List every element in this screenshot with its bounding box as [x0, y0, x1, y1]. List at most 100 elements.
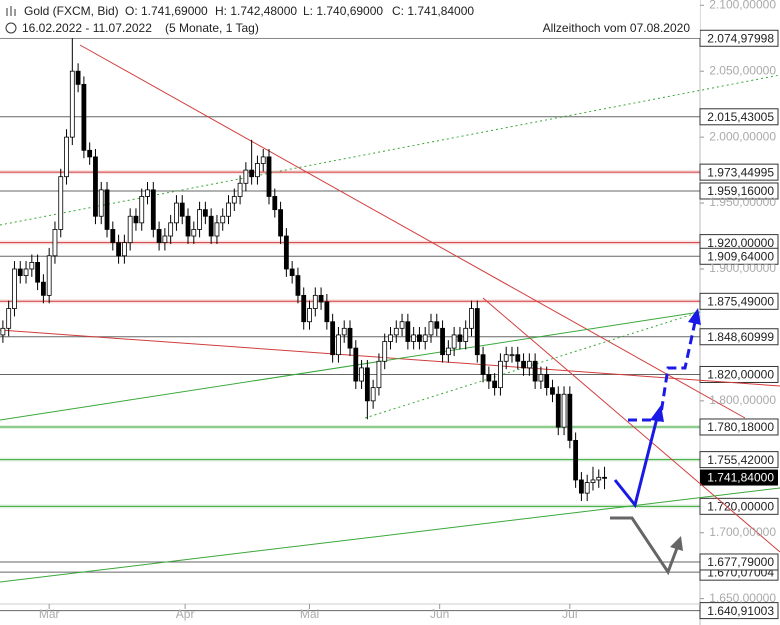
candle-body [573, 440, 579, 481]
arrows [610, 308, 701, 576]
level-box [699, 328, 779, 346]
candle-body [312, 294, 318, 309]
candle-body [283, 235, 289, 270]
level-box [699, 292, 779, 310]
x-tick-label: Jul [562, 607, 577, 621]
candle-body [364, 367, 370, 402]
candle-body [307, 308, 312, 323]
candle-body [318, 294, 324, 303]
candle-body [272, 196, 278, 211]
candle-body [168, 222, 174, 237]
candle-body [509, 354, 515, 357]
candle-body [121, 242, 127, 257]
y-tick-label: 1.800,00000 [709, 393, 776, 407]
trend-line [482, 297, 780, 553]
candle-body [12, 268, 17, 309]
chart-subtitle: 16.02.2022 - 11.07.2022 [22, 21, 152, 35]
level-label: 1.820,00000 [707, 368, 774, 382]
candle-body [69, 70, 75, 138]
levels: 2.074,97998 2.015,43005 1.973,44995 1.959,1… [0, 29, 779, 620]
candle-body [451, 334, 457, 349]
arrow [613, 417, 659, 509]
trend-lines [0, 44, 780, 583]
candle-body [336, 334, 341, 356]
candle-body [133, 215, 139, 224]
period: (5 Monate, 1 Tag) [165, 21, 259, 35]
candle-body [197, 209, 202, 230]
candle-body [405, 321, 411, 342]
level-box [699, 365, 779, 383]
candle-body [162, 235, 168, 244]
candle-body [498, 360, 503, 389]
candle-body [110, 229, 116, 244]
candle-body [58, 176, 64, 230]
candle-body [29, 261, 35, 270]
candle-body [93, 156, 98, 217]
candle-body [174, 202, 179, 224]
trend-line [0, 311, 701, 421]
trend-line [0, 74, 780, 226]
candle-body [567, 393, 573, 441]
candle-body [98, 189, 104, 217]
chart-icon [6, 6, 16, 16]
candle-body [417, 334, 422, 342]
last-price-box [700, 469, 778, 486]
candle-body [550, 387, 555, 395]
candle-body [104, 189, 110, 230]
candle-body [544, 374, 550, 389]
level-label: 1.720,00000 [707, 500, 774, 514]
candle-body [237, 182, 243, 197]
candle-body [376, 360, 382, 389]
candle-body [393, 327, 399, 336]
level-label: 1.909,64000 [707, 249, 774, 263]
candle-body [492, 380, 498, 389]
candle-body [156, 229, 162, 244]
candle-body [422, 334, 428, 342]
candle-body [17, 268, 23, 276]
trend-line [79, 44, 746, 419]
level-box [699, 108, 779, 126]
ohlc-high: H: 1.742,48000 [215, 4, 297, 18]
arrow [610, 516, 679, 576]
arrow-head [688, 308, 701, 325]
trend-line [0, 329, 780, 387]
candle-body [324, 301, 330, 323]
candle-body [469, 308, 474, 329]
candle-body [411, 334, 417, 342]
candle-body [388, 334, 393, 342]
y-tick-label: 2.000,00000 [709, 129, 776, 143]
candle-body [457, 334, 463, 342]
candle-body [249, 169, 255, 178]
y-tick-label: 1.650,00000 [709, 591, 776, 605]
candle-body [23, 268, 29, 276]
arrow-head [670, 536, 683, 551]
candle-body [139, 196, 145, 224]
candle-body [579, 479, 584, 494]
candle-body [289, 268, 295, 276]
candle-body [353, 347, 359, 382]
level-label: 1.875,49000 [707, 294, 774, 308]
candle-body [150, 189, 156, 230]
candle-body [463, 327, 469, 342]
candle-body [75, 70, 81, 85]
last-price-label: 1.741,84000 [707, 471, 774, 485]
candle-body [64, 136, 69, 178]
candle-body [301, 294, 307, 323]
candles [0, 38, 607, 502]
candle-body [226, 202, 231, 217]
candle-body [46, 255, 52, 296]
level-box [699, 247, 779, 265]
annotation: Allzeithoch vom 07.08.2020 [543, 21, 691, 35]
candle-body [480, 354, 486, 375]
ohlc-close: C: 1.741,84000 [392, 4, 474, 18]
candle-body [503, 354, 509, 362]
candle-body [116, 242, 121, 257]
clock-icon [5, 22, 17, 34]
level-label: 2.074,97998 [707, 31, 774, 45]
candle-body [214, 222, 220, 237]
level-box [699, 29, 779, 47]
candle-body [255, 163, 260, 178]
